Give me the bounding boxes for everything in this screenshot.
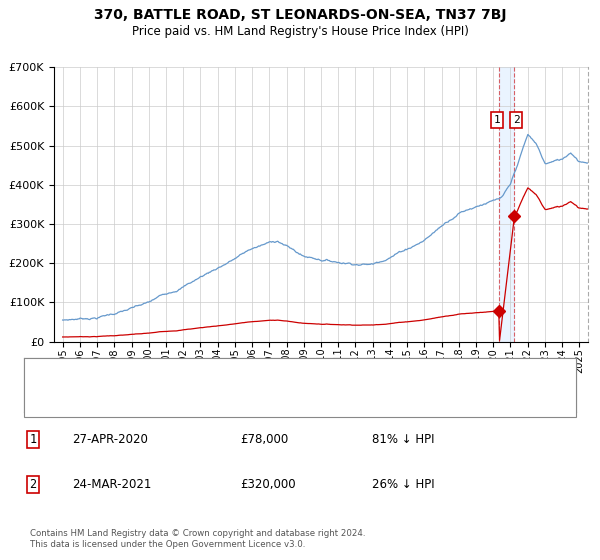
Text: Contains HM Land Registry data © Crown copyright and database right 2024.
This d: Contains HM Land Registry data © Crown c… <box>30 529 365 549</box>
Text: 370, BATTLE ROAD, ST LEONARDS-ON-SEA, TN37 7BJ: 370, BATTLE ROAD, ST LEONARDS-ON-SEA, TN… <box>94 8 506 22</box>
Text: 370, BATTLE ROAD, ST LEONARDS-ON-SEA, TN37 7BJ (detached house): 370, BATTLE ROAD, ST LEONARDS-ON-SEA, TN… <box>71 368 442 378</box>
Text: 27-APR-2020: 27-APR-2020 <box>72 433 148 446</box>
Text: 2: 2 <box>513 115 520 125</box>
Text: 1: 1 <box>29 433 37 446</box>
Text: 2: 2 <box>29 478 37 491</box>
Text: 24-MAR-2021: 24-MAR-2021 <box>72 478 151 491</box>
Text: £78,000: £78,000 <box>240 433 288 446</box>
Text: 81% ↓ HPI: 81% ↓ HPI <box>372 433 434 446</box>
Text: 26% ↓ HPI: 26% ↓ HPI <box>372 478 434 491</box>
Bar <box>499 67 514 342</box>
Text: 1: 1 <box>494 115 500 125</box>
Text: HPI: Average price, detached house, Hastings: HPI: Average price, detached house, Hast… <box>71 391 309 402</box>
Text: £320,000: £320,000 <box>240 478 296 491</box>
Text: Price paid vs. HM Land Registry's House Price Index (HPI): Price paid vs. HM Land Registry's House … <box>131 25 469 38</box>
